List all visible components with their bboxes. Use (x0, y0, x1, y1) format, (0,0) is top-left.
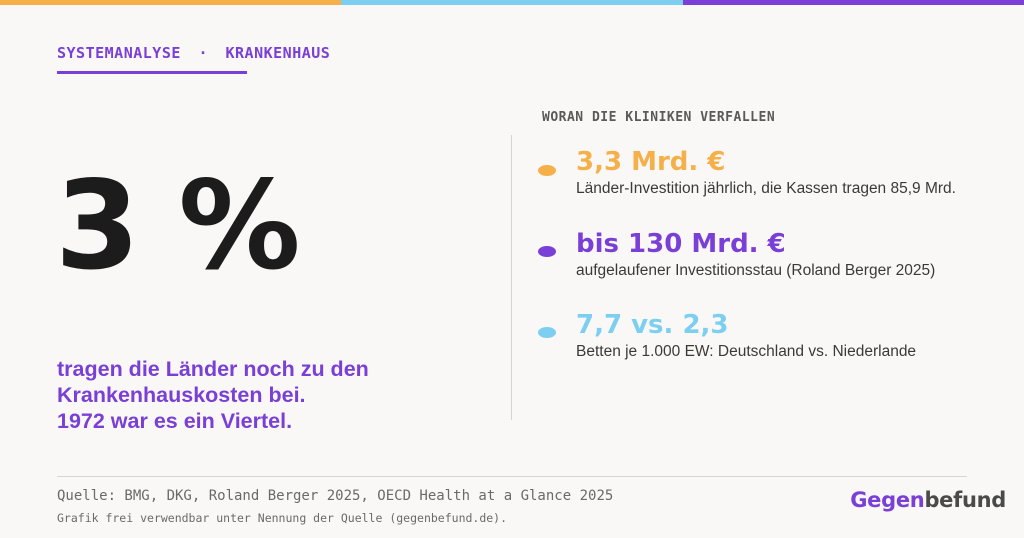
hero-lead-line: tragen die Länder noch zu den (57, 357, 369, 381)
kicker-right: KRANKENHAUS (225, 44, 331, 62)
section-title: WORAN DIE KLINIKEN VERFALLEN (542, 110, 776, 125)
brand-logo-part1: Gegen (850, 488, 925, 512)
hero-number: 3 % (55, 155, 301, 297)
brand-logo-part2: befund (924, 488, 1006, 512)
stat-value: 3,3 Mrd. € (576, 147, 726, 177)
hero-lead-line: Krankenhauskosten bei. (57, 383, 306, 407)
license-line: Grafik frei verwendbar unter Nennung der… (57, 511, 508, 525)
top-bar-purple (682, 0, 1024, 5)
top-bar-blue (341, 0, 683, 5)
brand-logo: Gegenbefund (850, 488, 1006, 512)
top-color-bar (0, 0, 1024, 5)
hero-lead-line: 1972 war es ein Viertel. (57, 409, 293, 433)
kicker-left: SYSTEMANALYSE (57, 44, 181, 62)
kicker: SYSTEMANALYSE · KRANKENHAUS (57, 44, 330, 62)
bullet-dot-icon (538, 165, 556, 176)
footer-divider (57, 476, 967, 477)
stat-description: Betten je 1.000 EW: Deutschland vs. Nied… (576, 343, 917, 360)
source-line: Quelle: BMG, DKG, Roland Berger 2025, OE… (57, 488, 614, 504)
bullet-dot-icon (538, 327, 556, 338)
kicker-underline (57, 71, 247, 74)
stat-description: aufgelaufener Investitionsstau (Roland B… (576, 262, 936, 279)
stat-value: 7,7 vs. 2,3 (576, 310, 729, 340)
hero-lead: tragen die Länder noch zu den Krankenhau… (57, 356, 477, 434)
vertical-divider (511, 135, 512, 420)
bullet-dot-icon (538, 246, 556, 257)
stat-value: bis 130 Mrd. € (576, 229, 786, 259)
kicker-separator: · (198, 44, 208, 62)
stat-description: Länder-Investition jährlich, die Kassen … (576, 180, 956, 197)
top-bar-orange (0, 0, 342, 5)
